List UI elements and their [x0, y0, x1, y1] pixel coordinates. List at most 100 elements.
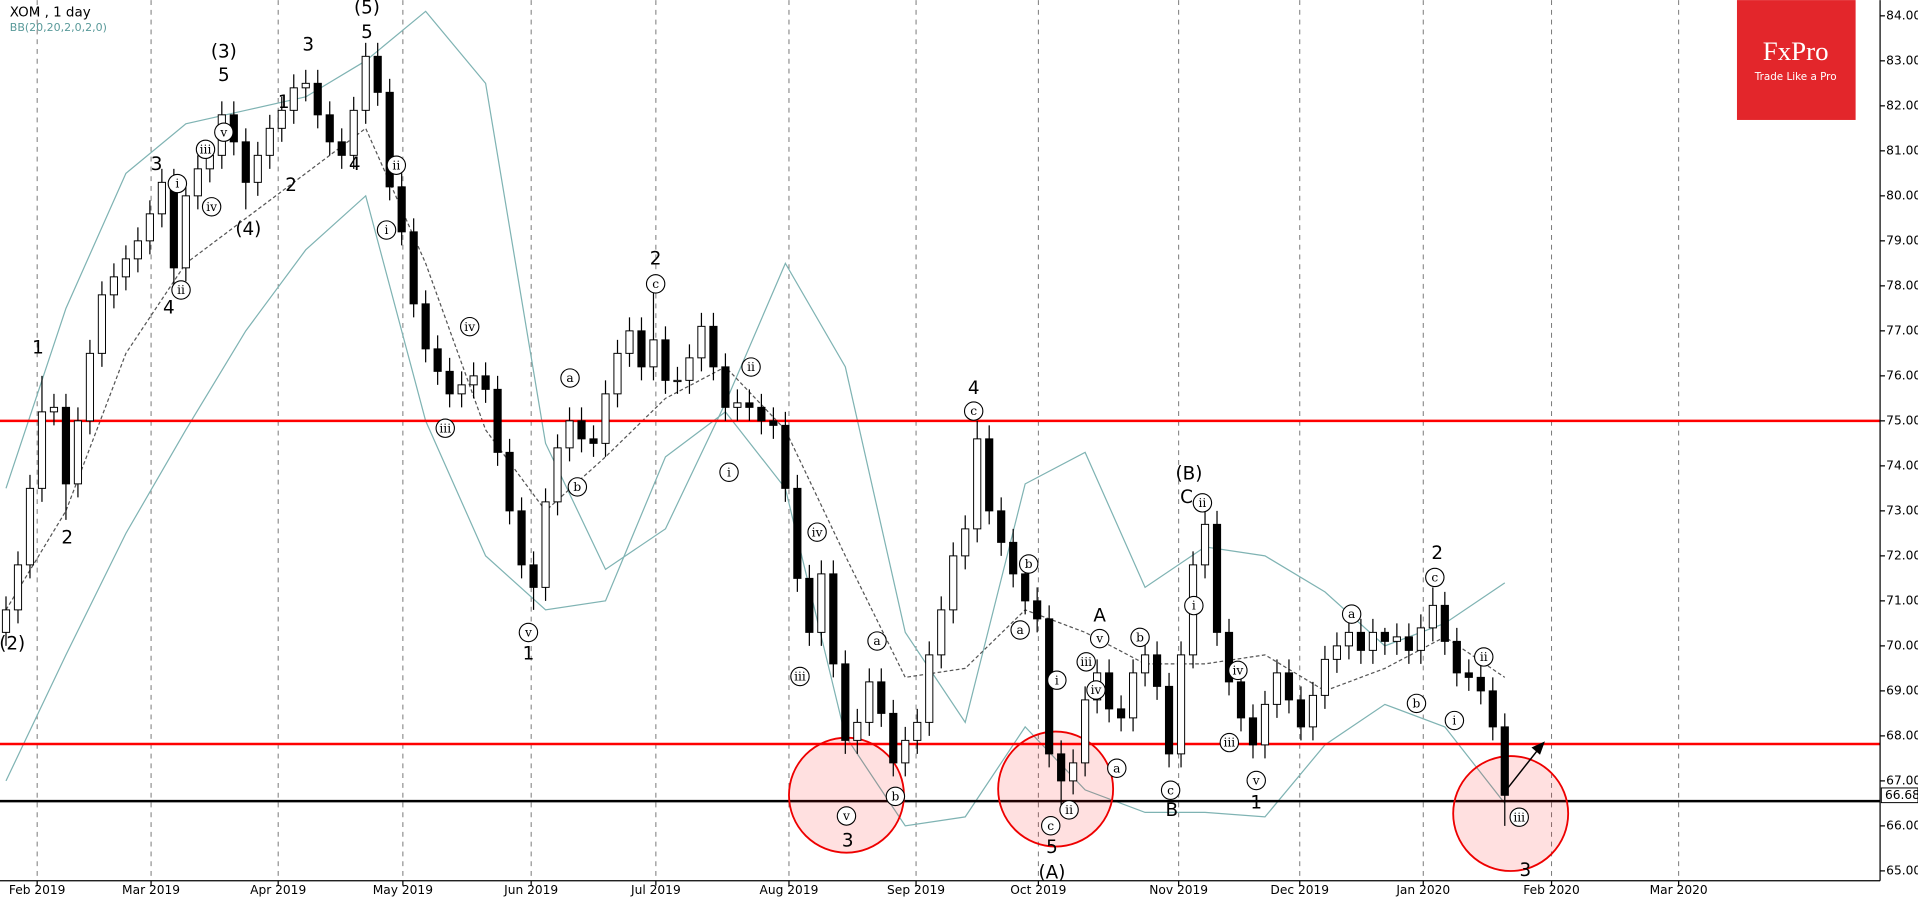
wave-circle [1184, 595, 1204, 616]
candle-body [841, 663, 850, 741]
wave-circle [1086, 680, 1106, 700]
candle-body [421, 303, 430, 350]
wave-label: ii [177, 283, 185, 297]
candles [1, 42, 1509, 826]
wave-label: 1 [32, 338, 44, 359]
bollinger-bands [5, 10, 1506, 827]
candle-body [1224, 631, 1234, 683]
candle-body [241, 141, 250, 183]
candle-body [673, 379, 682, 383]
candle-body [157, 181, 166, 215]
candle-body [769, 420, 778, 426]
candle-body [649, 339, 658, 368]
y-tick-label: 69.00 [1886, 683, 1918, 697]
x-tick-label: Feb 2019 [9, 883, 66, 897]
candle-body [913, 721, 922, 741]
x-tick-label: Sep 2019 [887, 883, 945, 897]
candle-body [781, 424, 790, 489]
candle-body [1021, 573, 1030, 602]
wave-label: 1 [278, 92, 290, 113]
wave-label: i [1452, 714, 1456, 728]
candle-body [13, 564, 23, 611]
wave-label: iv [464, 320, 475, 334]
wave-circle [1047, 670, 1067, 690]
candle-body [61, 406, 71, 485]
wave-label: ii [1480, 650, 1488, 664]
y-tick-label: 79.00 [1886, 233, 1918, 247]
candle-body [313, 82, 322, 116]
candle-body [301, 82, 310, 89]
candle-body [253, 154, 262, 183]
candle-body [337, 141, 346, 156]
candle-body [1356, 631, 1365, 651]
candle-body [409, 231, 418, 305]
candle-body [613, 352, 622, 395]
candle-body [1081, 699, 1090, 764]
wave-label: iii [439, 421, 451, 435]
candle-body [385, 91, 394, 188]
logo-box [1736, 0, 1856, 120]
candle-body [541, 501, 550, 588]
wave-label: 4 [968, 378, 980, 399]
wave-label: c [970, 404, 977, 418]
wave-label: iii [794, 670, 806, 684]
wave-circle [1444, 710, 1465, 731]
candle-body [109, 276, 118, 296]
candle-body [589, 438, 598, 444]
candle-body [1380, 631, 1389, 642]
x-tick-label: Mar 2019 [122, 883, 180, 897]
wave-label: b [1136, 630, 1144, 644]
wave-label: 2 [61, 527, 73, 548]
y-tick-label: 66.00 [1886, 818, 1918, 832]
wave-label: (2) [0, 634, 25, 655]
wave-label: iii [1223, 736, 1235, 750]
y-tick-label: 72.00 [1886, 548, 1918, 562]
candle-body [349, 109, 358, 156]
wave-circle [435, 418, 455, 438]
wave-labels: (2)1234iiiiiiivv5(3)(4)13245(5)iiiiviiiv… [0, 0, 1531, 883]
candle-body [193, 168, 202, 197]
wave-label: 2 [285, 175, 297, 196]
candle-body [685, 357, 694, 381]
candle-body [181, 195, 190, 269]
wave-label: c [1431, 571, 1438, 585]
candle-body [121, 258, 130, 278]
candle-body [733, 402, 742, 408]
wave-circle [1228, 660, 1248, 681]
y-tick-label: 84.00 [1886, 8, 1918, 22]
candle-body [25, 487, 35, 566]
wave-label: ii [1199, 496, 1207, 510]
wave-label: iv [812, 525, 823, 539]
wave-label: v [842, 809, 850, 823]
candle-body [937, 609, 946, 656]
candle-body [169, 181, 178, 269]
candle-body [445, 370, 454, 395]
candle-body [1033, 600, 1042, 620]
candle-body [493, 388, 502, 453]
arrow-head [1531, 741, 1545, 755]
wave-label: 3 [151, 154, 163, 175]
indicator-label: BB(20,20,2,0,2,0) [10, 21, 107, 34]
candle-body [529, 564, 538, 588]
wave-circle [567, 477, 588, 497]
candle-body [1212, 523, 1222, 633]
wave-label: b [1413, 697, 1421, 711]
wave-label: iii [1513, 810, 1525, 824]
wave-circle [201, 197, 222, 217]
candle-body [961, 528, 970, 557]
wave-label: a [873, 634, 880, 648]
wave-label: b [573, 480, 581, 494]
wave-circle [1010, 620, 1030, 640]
wave-label: B [1166, 800, 1179, 821]
wave-label: A [1093, 606, 1106, 627]
candle-body [853, 721, 862, 741]
wave-label: a [1017, 623, 1024, 637]
wave-label: v [1252, 774, 1260, 788]
candle-body [1464, 672, 1473, 678]
candle-body [1332, 645, 1342, 660]
candle-body [1117, 708, 1126, 719]
candle-body [1296, 699, 1306, 728]
candle-body [1284, 672, 1294, 701]
candle-body [889, 712, 898, 764]
